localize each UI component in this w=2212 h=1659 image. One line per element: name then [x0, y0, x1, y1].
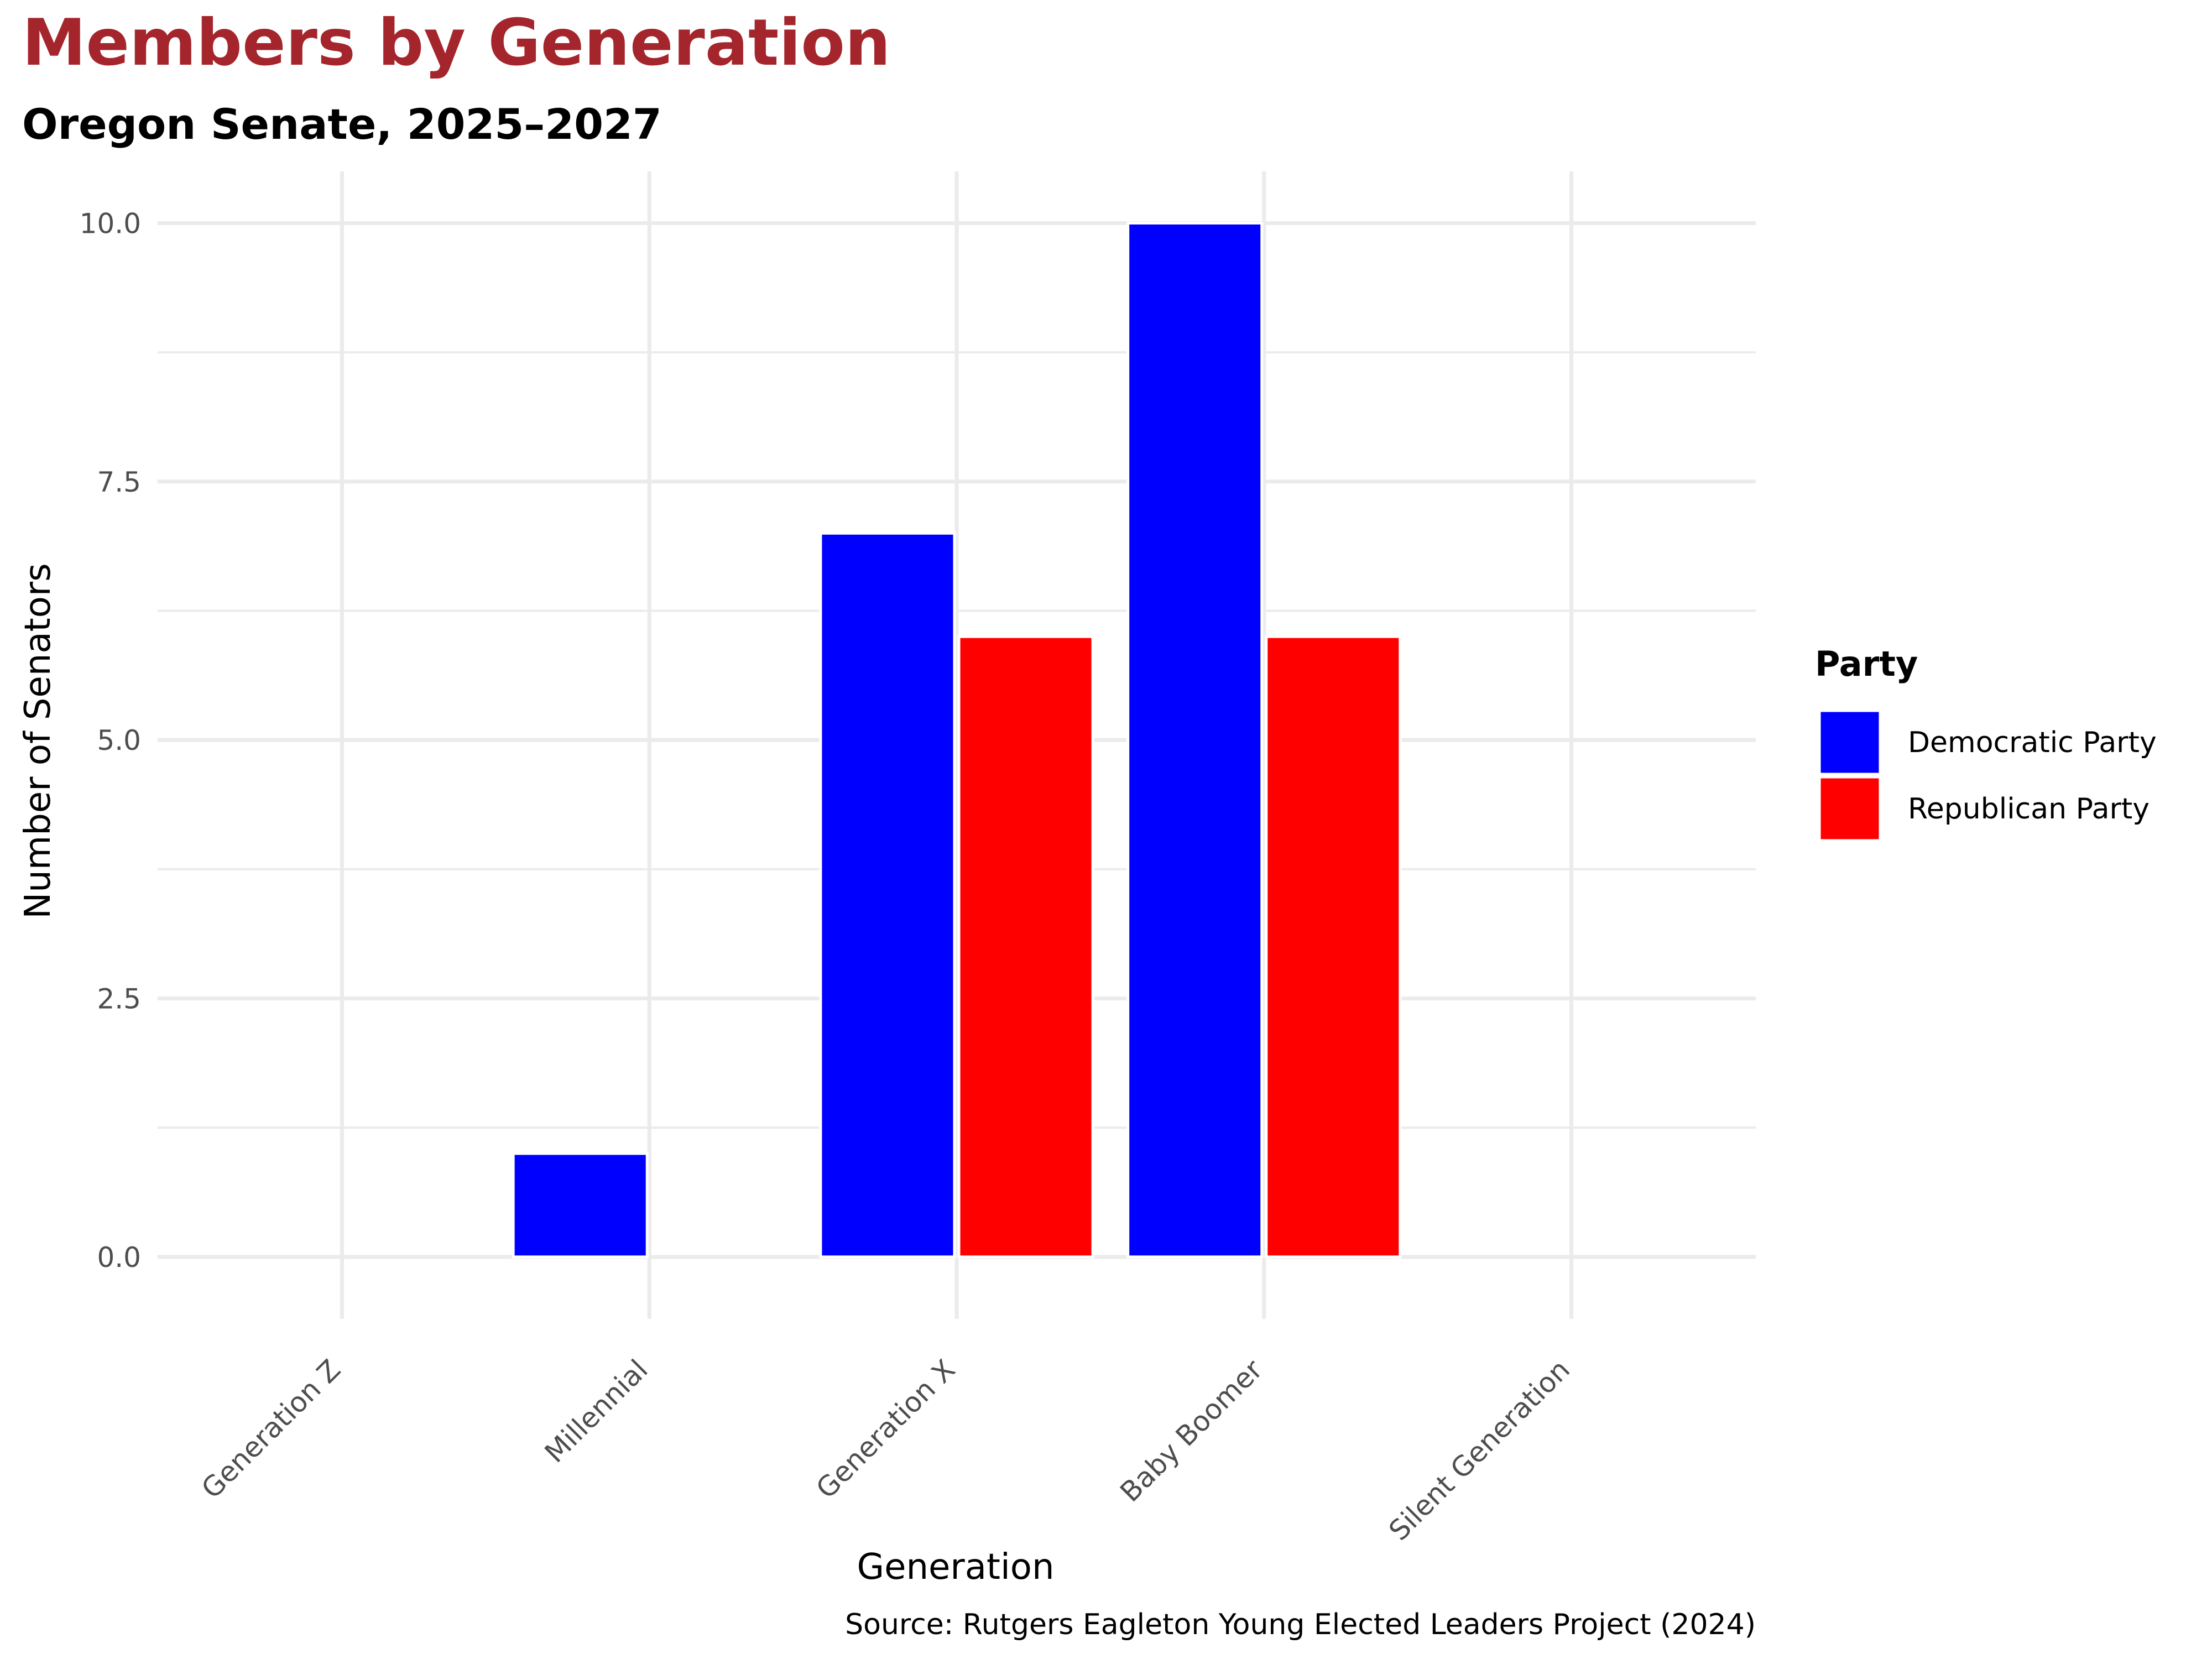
x-axis-title: Generation [857, 1547, 1054, 1588]
x-tick-label: Millennial [539, 1353, 654, 1469]
y-tick-label: 10.0 [80, 207, 141, 239]
chart-title: Members by Generation [22, 6, 891, 80]
y-tick-label: 5.0 [97, 724, 141, 757]
y-tick-label: 7.5 [97, 466, 141, 498]
y-tick-labels: 0.0 2.5 5.0 7.5 10.0 [80, 207, 141, 1273]
legend-label: Democratic Party [1908, 726, 2157, 759]
legend-key-democratic-party [1818, 709, 1882, 776]
bar-democratic-party-generation-x [819, 531, 956, 1259]
legend: Party Democratic Party Republican Party [1815, 644, 2157, 842]
x-tick-labels: Generation Z Millennial Generation X Baby B… [195, 1353, 1576, 1547]
legend-key-republican-party [1818, 775, 1882, 842]
bar-republican-party-generation-x [957, 635, 1094, 1259]
y-tick-label: 0.0 [97, 1241, 141, 1274]
x-tick-label: Silent Generation [1383, 1353, 1576, 1547]
y-axis-title: Number of Senators [18, 563, 59, 919]
y-tick-label: 2.5 [97, 983, 141, 1015]
source-caption: Source: Rutgers Eagleton Young Elected L… [845, 1608, 1756, 1641]
chart-subtitle: Oregon Senate, 2025–2027 [22, 100, 662, 149]
bar-republican-party-baby-boomer [1265, 635, 1402, 1259]
x-tick-label: Baby Boomer [1114, 1353, 1269, 1508]
legend-title: Party [1815, 644, 1918, 684]
x-tick-label: Generation X [810, 1353, 962, 1505]
legend-label: Republican Party [1908, 792, 2150, 826]
bars [512, 221, 1402, 1259]
x-tick-label: Generation Z [195, 1353, 347, 1505]
bar-democratic-party-baby-boomer [1126, 221, 1264, 1259]
bar-democratic-party-millennial [512, 1152, 649, 1259]
major-gridlines [158, 171, 1756, 1319]
